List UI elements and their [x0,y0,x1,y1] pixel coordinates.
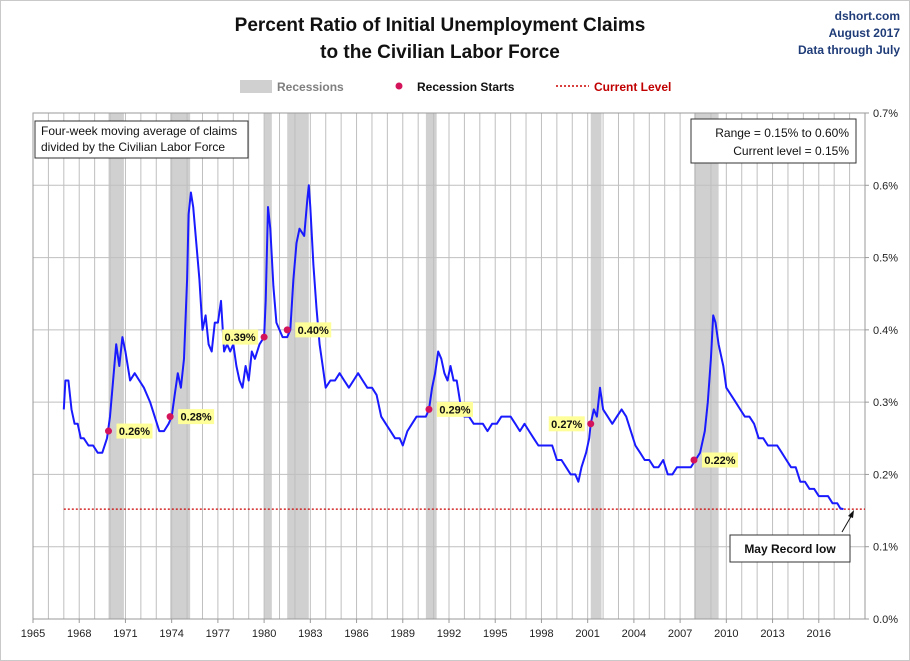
source-site: dshort.com [834,9,900,23]
recession-start-label-bg-4 [436,401,473,417]
x-tick-label: 2007 [668,628,692,640]
recession-start-label-1: 0.28% [181,412,212,424]
recession-band-5 [590,113,602,619]
x-tick-label: 2010 [714,628,738,640]
chart-title: Percent Ratio of Initial Unemployment Cl… [150,12,730,66]
recession-band-1 [170,113,191,619]
legend-current-level-label: Current Level [594,80,671,94]
range-text: Range = 0.15% to 0.60% [715,126,849,140]
recession-band-3 [287,113,309,619]
legend-recession-swatch [240,80,272,93]
x-tick-label: 2004 [622,628,646,640]
range-box-frame [690,118,857,164]
recession-start-label-bg-2 [222,329,259,345]
x-tick-label: 1968 [67,628,91,640]
description-line-2: divided by the Civilian Labor Force [41,140,225,154]
x-tick-label: 1974 [159,628,183,640]
recession-start-markers [104,326,698,464]
x-tick-label: 1977 [206,628,230,640]
source-data-through: Data through July [797,43,900,57]
recession-start-marker-5 [587,420,595,428]
y-tick-label: 0.0% [873,614,898,626]
range-box: Range = 0.15% to 0.60% Current level = 0… [690,118,857,164]
recession-start-marker-1 [166,413,174,421]
series-line-0 [62,184,844,511]
callout-text: May Record low [744,542,836,556]
recession-start-label-2: 0.39% [225,332,256,344]
recession-start-label-3: 0.40% [298,325,329,337]
recession-start-marker-2 [260,333,268,341]
x-tick-label: 1983 [298,628,322,640]
x-tick-label: 1971 [113,628,137,640]
y-axis-ticks: 0.0% 0.1% 0.2% 0.3% 0.4% 0.5% 0.6% 0.7% [865,108,898,626]
recession-start-marker-6 [690,456,698,464]
legend-recession-start-dot [395,82,403,90]
y-tick-label: 0.2% [873,469,898,481]
description-box: Four-week moving average of claims divid… [34,120,249,159]
recession-band-2 [264,113,272,619]
recession-start-labels: 0.26% 0.28% 0.39% 0.40% 0.29% 0.27% 0.22% [116,322,738,468]
recession-start-label-bg-5 [548,416,585,432]
title-line-2: to the Civilian Labor Force [320,42,560,63]
description-line-1: Four-week moving average of claims [41,124,237,138]
callout-box [729,534,851,563]
recession-start-marker-0 [104,427,112,435]
claims-series [62,184,844,511]
source-date: August 2017 [828,26,900,40]
y-tick-label: 0.5% [873,253,898,265]
recession-start-label-4: 0.29% [439,404,470,416]
recession-band-0 [108,113,124,619]
source-block: dshort.com August 2017 Data through July [798,8,900,59]
y-tick-label: 0.3% [873,397,898,409]
callout-arrow-head [848,510,854,518]
x-tick-label: 2001 [575,628,599,640]
x-tick-label: 1989 [391,628,415,640]
recession-start-label-bg-0 [116,423,153,439]
x-tick-label: 1980 [252,628,276,640]
recession-start-marker-3 [283,326,291,334]
current-level-text: Current level = 0.15% [733,144,849,158]
recession-band-4 [425,113,437,619]
x-axis-ticks: 1965 1968 1971 1974 1977 1980 1983 1986 1989 1992… [21,619,831,640]
recession-start-label-0: 0.26% [119,426,150,438]
y-tick-label: 0.6% [873,180,898,192]
title-line-1: Percent Ratio of Initial Unemployment Cl… [234,15,646,36]
recession-band-6 [693,113,719,619]
recession-start-marker-4 [425,405,433,413]
record-low-callout: May Record low [729,510,854,563]
recession-start-label-5: 0.27% [551,419,582,431]
legend: Recessions Recession Starts Current Leve… [240,80,671,94]
recession-start-label-bg-6 [701,452,738,468]
y-tick-label: 0.7% [873,108,898,120]
recession-bands [108,113,719,619]
x-tick-label: 2016 [807,628,831,640]
x-tick-label: 1992 [437,628,461,640]
recession-start-label-6: 0.22% [704,455,735,467]
description-box-frame [34,120,249,159]
recession-start-label-bg-1 [178,409,215,425]
y-tick-label: 0.1% [873,542,898,554]
x-tick-label: 1995 [483,628,507,640]
legend-recession-starts-label: Recession Starts [417,80,515,94]
legend-recessions-label: Recessions [277,80,344,94]
x-tick-label: 1998 [529,628,553,640]
y-tick-label: 0.4% [873,325,898,337]
recession-start-label-bg-3 [295,322,332,338]
x-tick-label: 2013 [760,628,784,640]
x-tick-label: 1965 [21,628,45,640]
x-tick-label: 1986 [344,628,368,640]
